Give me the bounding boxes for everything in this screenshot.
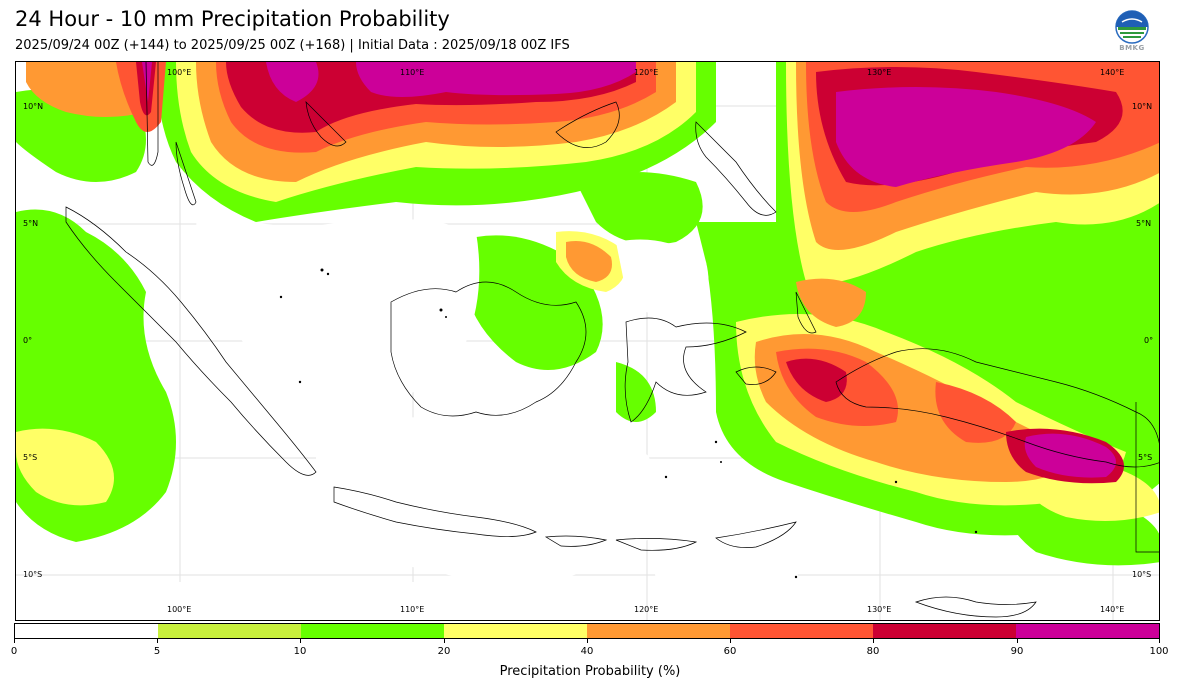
colorbar-tick-label: 100 (1149, 646, 1169, 657)
colorbar-tick-label: 90 (1010, 646, 1024, 657)
colorbar-tick-label: 0 (10, 646, 18, 657)
probability-90-100 (142, 62, 1116, 478)
precipitation-map: 100°E 110°E 120°E 130°E 140°E 100°E 110°… (15, 61, 1160, 621)
lon-label-top: 120°E (634, 68, 659, 77)
colorbar-segment (15, 624, 158, 638)
lon-label-bottom: 100°E (167, 605, 192, 614)
colorbar-label: Precipitation Probability (%) (499, 664, 681, 679)
map-title: 24 Hour - 10 mm Precipitation Probabilit… (15, 7, 450, 31)
colorbar-segment (444, 624, 587, 638)
lon-label-bottom: 120°E (634, 605, 659, 614)
colorbar-segment (158, 624, 301, 638)
map-subtitle: 2025/09/24 00Z (+144) to 2025/09/25 00Z … (15, 38, 570, 53)
lon-label-top: 100°E (167, 68, 192, 77)
lon-label-bottom: 130°E (867, 605, 892, 614)
lat-label-left: 5°N (23, 219, 39, 228)
colorbar-tick-label: 20 (437, 646, 451, 657)
colorbar-tick-label: 10 (293, 646, 307, 657)
lat-label-left: 10°N (23, 102, 44, 111)
coastlines (65, 62, 1159, 618)
colorbar-segment (1016, 624, 1159, 638)
bmkg-logo-icon (1115, 10, 1149, 44)
colorbar-segment (730, 624, 873, 638)
lon-label-top: 140°E (1100, 68, 1125, 77)
lat-label-right: 0° (1144, 336, 1154, 345)
colorbar-tick-label: 40 (580, 646, 594, 657)
lat-label-left: 0° (23, 336, 33, 345)
colorbar-tick-label: 80 (866, 646, 880, 657)
lat-label-right: 5°S (1138, 453, 1153, 462)
lon-label-bottom: 140°E (1100, 605, 1125, 614)
colorbar-ticks: 0 5 10 20 40 60 80 90 100 (10, 639, 1169, 659)
lat-label-left: 5°S (23, 453, 38, 462)
colorbar-tick-label: 60 (723, 646, 737, 657)
lon-label-top: 110°E (400, 68, 425, 77)
colorbar-segment (873, 624, 1016, 638)
lon-label-bottom: 110°E (400, 605, 425, 614)
islands (279, 268, 978, 579)
logo-text: BMKG (1119, 44, 1145, 52)
lat-label-right: 5°N (1136, 219, 1152, 228)
low-probability-area (166, 212, 803, 620)
lat-label-right: 10°S (1132, 570, 1152, 579)
colorbar-tick-label: 5 (153, 646, 161, 657)
lat-label-left: 10°S (23, 570, 43, 579)
colorbar-segment (587, 624, 730, 638)
colorbar-segment (301, 624, 444, 638)
map-canvas (16, 62, 1159, 620)
colorbar (14, 623, 1160, 639)
lon-label-top: 130°E (867, 68, 892, 77)
lat-label-right: 10°N (1132, 102, 1153, 111)
